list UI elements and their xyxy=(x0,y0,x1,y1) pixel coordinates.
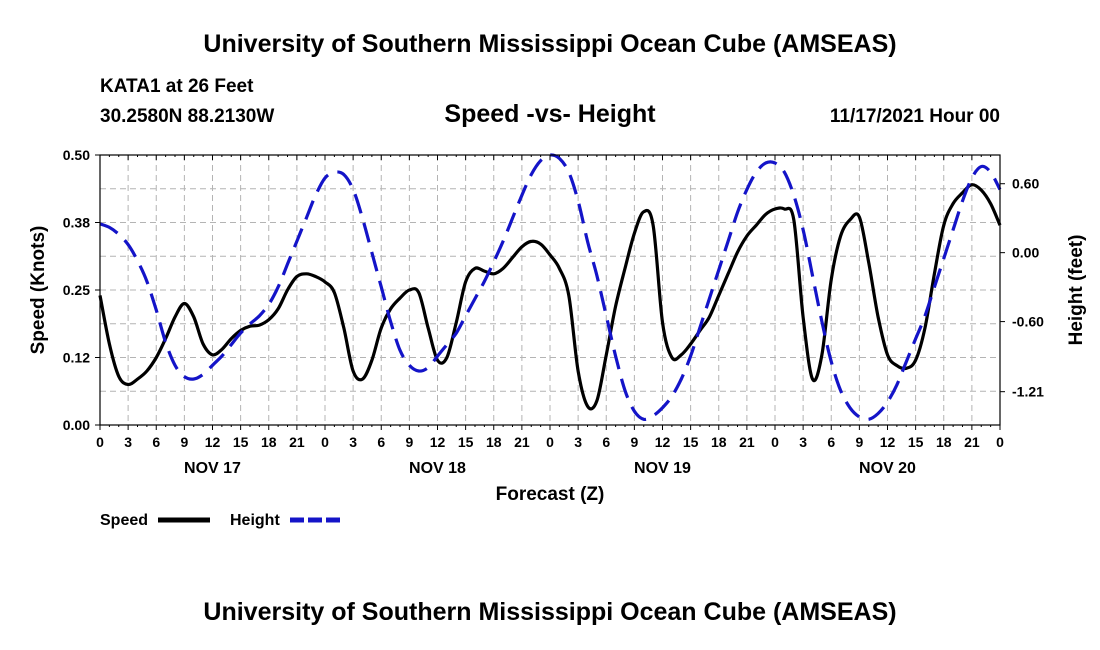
x-tick-label: 21 xyxy=(289,434,305,450)
x-tick-label: 21 xyxy=(739,434,755,450)
x-tick-label: 0 xyxy=(546,434,554,450)
chart-subtitle: Speed -vs- Height xyxy=(444,100,656,128)
x-tick-label: 12 xyxy=(655,434,671,450)
x-tick-label: 18 xyxy=(711,434,727,450)
station-label: KATA1 at 26 Feet xyxy=(100,76,254,97)
series-line-height xyxy=(99,153,1002,422)
x-tick-label: 18 xyxy=(261,434,277,450)
x-tick-label: 12 xyxy=(205,434,221,450)
legend-label-height: Height xyxy=(230,512,280,529)
y2-tick-label: 0.60 xyxy=(1012,176,1039,192)
x-tick-label: 3 xyxy=(574,434,582,450)
x-tick-label: 0 xyxy=(321,434,329,450)
series-lines xyxy=(98,153,1002,422)
x-tick-label: 3 xyxy=(124,434,132,450)
forecast-datetime: 11/17/2021 Hour 00 xyxy=(829,106,1000,127)
x-tick-label: 15 xyxy=(908,434,924,450)
legend: Speed Height xyxy=(100,512,342,529)
y2-tick-label: -1.21 xyxy=(1012,384,1044,400)
x-tick-label: 15 xyxy=(683,434,699,450)
x-tick-label: 6 xyxy=(602,434,610,450)
day-label: NOV 18 xyxy=(409,460,466,477)
x-tick-label: 6 xyxy=(827,434,835,450)
x-tick-label: 12 xyxy=(430,434,446,450)
y-tick-label: 0.50 xyxy=(63,147,90,163)
station-coordinates: 30.2580N 88.2130W xyxy=(100,106,275,127)
x-tick-label: 18 xyxy=(936,434,952,450)
y2-axis-title: Height (feet) xyxy=(1066,235,1087,346)
plot-frame xyxy=(99,154,1001,426)
axes: 0 3 6 9 12 15 18 21 0 3 6 9 12 15 18 21 0 3 6 9 12 15 18 21 0 3 6 9… xyxy=(63,147,1044,477)
day-label: NOV 17 xyxy=(184,460,241,477)
x-tick-label: 21 xyxy=(514,434,530,450)
x-tick-label: 0 xyxy=(771,434,779,450)
x-tick-label: 15 xyxy=(458,434,474,450)
legend-label-speed: Speed xyxy=(100,512,148,529)
y-axis-title: Speed (Knots) xyxy=(28,226,49,355)
series-line-speed xyxy=(98,183,1002,411)
x-tick-label: 6 xyxy=(377,434,385,450)
y2-tick-label: 0.00 xyxy=(1012,245,1039,261)
x-tick-label: 0 xyxy=(996,434,1004,450)
x-tick-label: 9 xyxy=(405,434,413,450)
x-tick-label: 6 xyxy=(152,434,160,450)
y-tick-label: 0.38 xyxy=(63,215,90,231)
x-tick-label: 9 xyxy=(630,434,638,450)
day-label: NOV 20 xyxy=(859,460,916,477)
x-tick-label: 3 xyxy=(349,434,357,450)
x-tick-label: 21 xyxy=(964,434,980,450)
x-tick-label: 0 xyxy=(96,434,104,450)
x-axis-title: Forecast (Z) xyxy=(496,484,605,505)
y-tick-label: 0.25 xyxy=(63,282,90,298)
repeat-title: University of Southern Mississippi Ocean… xyxy=(203,598,897,626)
day-label: NOV 19 xyxy=(634,460,691,477)
y2-tick-label: -0.60 xyxy=(1012,314,1044,330)
x-tick-label: 18 xyxy=(486,434,502,450)
y-tick-label: 0.00 xyxy=(63,417,90,433)
main-title: University of Southern Mississippi Ocean… xyxy=(203,30,897,58)
grid xyxy=(100,155,1000,425)
x-tick-label: 9 xyxy=(855,434,863,450)
x-tick-label: 3 xyxy=(799,434,807,450)
x-tick-label: 15 xyxy=(233,434,249,450)
x-tick-label: 9 xyxy=(180,434,188,450)
x-tick-label: 12 xyxy=(880,434,896,450)
y-tick-label: 0.12 xyxy=(63,350,90,366)
